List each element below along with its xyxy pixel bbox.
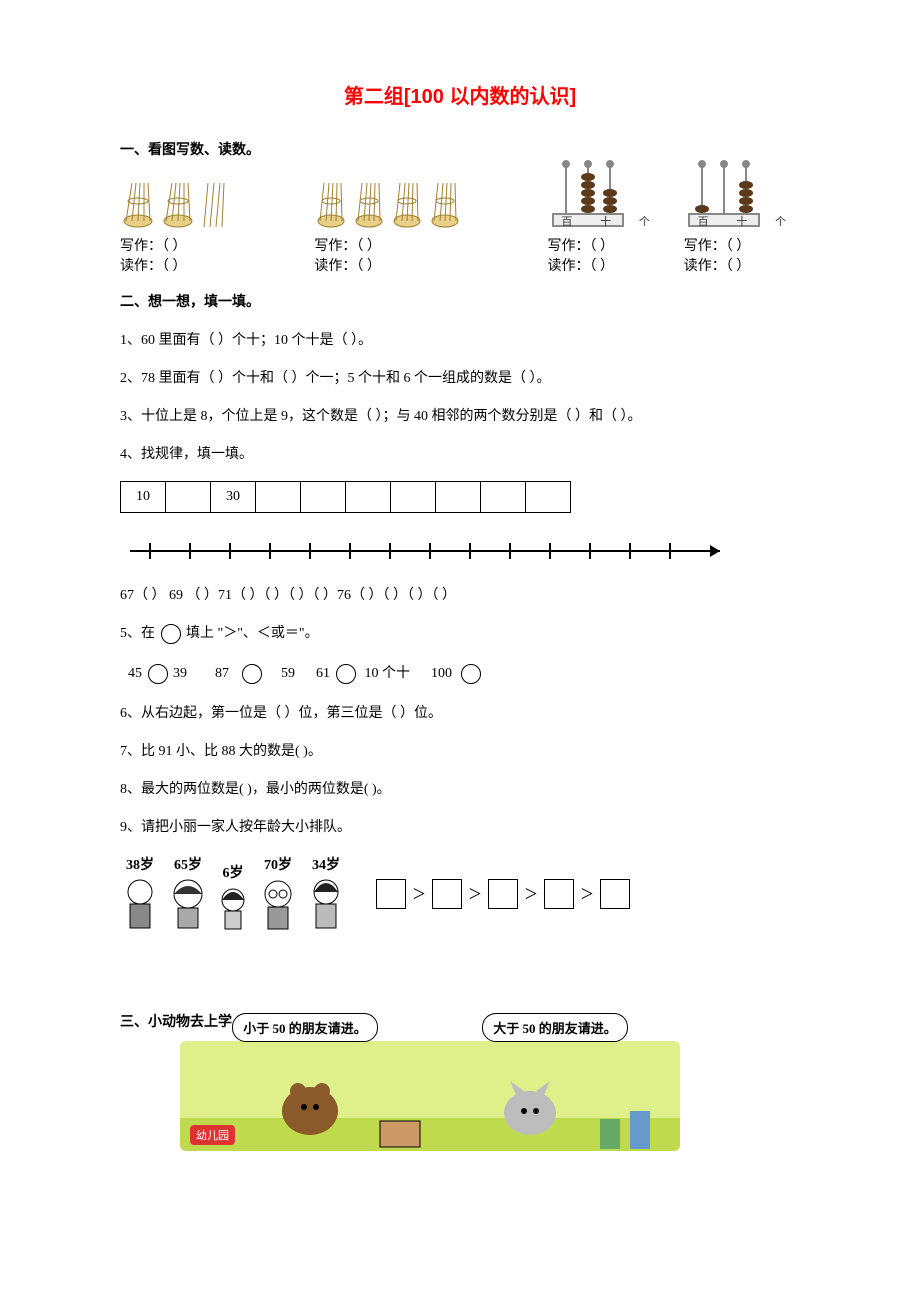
gt-3: ＞	[524, 884, 538, 904]
number-line	[120, 533, 800, 574]
pat-cell-7	[436, 482, 481, 513]
age-3: 6岁	[216, 862, 250, 882]
q2-item-5: 5、在 填上 "＞"、＜或＝"。	[120, 622, 800, 644]
q1-abacus-2: 百 十 个	[684, 169, 800, 229]
q1-read-2: 读作：（ ）	[314, 255, 527, 275]
pat-cell-4	[301, 482, 346, 513]
scene: 小于 50 的朋友请进。 大于 50 的朋友请进。 幼儿园	[180, 1041, 680, 1151]
q2-item-7: 7、比 91 小、比 88 大的数是( )。	[120, 740, 800, 760]
abacus-label-shi: 十	[600, 213, 611, 229]
q1-write-1: 写作：（ ）	[120, 235, 294, 255]
pat-cell-1	[166, 482, 211, 513]
q1-abacus-1: 百 十 个	[548, 169, 664, 229]
gt-1: ＞	[412, 884, 426, 904]
pat-cell-3	[256, 482, 301, 513]
gt-4: ＞	[580, 884, 594, 904]
pat-cell-8	[481, 482, 526, 513]
q5-post: 填上 "＞"、＜或＝"。	[186, 626, 319, 641]
pat-cell-2: 30	[211, 482, 256, 513]
cmp-d1: 100	[431, 666, 452, 681]
q2-item-8: 8、最大的两位数是( )，最小的两位数是( )。	[120, 778, 800, 798]
cmp-c1: 61	[316, 666, 330, 681]
abacus-label-bai: 百	[561, 213, 572, 229]
q2-compare-row: 45 39 87 59 61 10 个十 100	[120, 662, 800, 684]
q2-item-4: 4、找规律，填一填。	[120, 443, 800, 463]
rank-box-3	[488, 879, 518, 909]
q1-read-4: 读作：（ ）	[684, 255, 800, 275]
pat-cell-6	[391, 482, 436, 513]
sign: 幼儿园	[190, 1125, 235, 1145]
q1-read-1: 读作：（ ）	[120, 255, 294, 275]
q2-item-6: 6、从右边起，第一位是（ ）位，第三位是（ ）位。	[120, 702, 800, 722]
cmp-circle-1	[148, 664, 168, 684]
abacus-label-ge-2: 个	[775, 213, 786, 229]
q1-write-3: 写作：（ ）	[548, 235, 664, 255]
circle-icon	[161, 624, 181, 644]
q2-item-3: 3、十位上是 8，个位上是 9，这个数是（ ）；与 40 相邻的两个数分别是（ …	[120, 405, 800, 425]
page-title: 第二组[100 以内数的认识]	[120, 80, 800, 109]
age-4: 70岁	[258, 854, 298, 874]
q2-item-9: 9、请把小丽一家人按年龄大小排队。	[120, 816, 800, 836]
rank-box-5	[600, 879, 630, 909]
cmp-circle-2	[242, 664, 262, 684]
gt-2: ＞	[468, 884, 482, 904]
rank-box-2	[432, 879, 462, 909]
age-1: 38岁	[120, 854, 160, 874]
abacus-label-bai-2: 百	[698, 213, 709, 229]
q2-item-2: 2、78 里面有（ ）个十和（ ）个一；5 个十和 6 个一组成的数是（ ）。	[120, 367, 800, 387]
abacus-label-ge: 个	[639, 213, 650, 229]
speech-right: 大于 50 的朋友请进。	[482, 1013, 628, 1042]
q1-read-3: 读作：（ ）	[548, 255, 664, 275]
q5-pre: 5、在	[120, 626, 155, 641]
age-5: 34岁	[306, 854, 346, 874]
rank-boxes: ＞ ＞ ＞ ＞	[376, 879, 630, 909]
age-2: 65岁	[168, 854, 208, 874]
cmp-b1: 87	[215, 666, 229, 681]
q1-bundles-2	[314, 169, 527, 229]
pat-cell-0: 10	[121, 482, 166, 513]
q1-figures-row: 写作：（ ） 读作：（ ） 写作：（ ） 读作：（ ）	[120, 169, 800, 275]
speech-left: 小于 50 的朋友请进。	[232, 1013, 378, 1042]
rank-box-1	[376, 879, 406, 909]
section-1-heading: 一、看图写数、读数。	[120, 139, 800, 159]
rank-box-4	[544, 879, 574, 909]
section-2-heading: 二、想一想，填一填。	[120, 291, 800, 311]
pat-cell-9	[526, 482, 571, 513]
cmp-c2: 10 个十	[365, 666, 411, 681]
family-row: 38岁 65岁 6岁 70岁 34岁 ＞ ＞ ＞ ＞	[120, 854, 800, 935]
q1-write-4: 写作：（ ）	[684, 235, 800, 255]
q1-bundles-1	[120, 169, 294, 229]
cmp-circle-4	[461, 664, 481, 684]
pat-cell-5	[346, 482, 391, 513]
q1-write-2: 写作：（ ）	[314, 235, 527, 255]
pattern-table: 10 30	[120, 481, 571, 513]
cmp-b2: 59	[281, 666, 295, 681]
abacus-label-shi-2: 十	[736, 213, 747, 229]
q2-item-1: 1、60 里面有（ ）个十；10 个十是（ ）。	[120, 329, 800, 349]
number-line-labels: 67（ ） 69 （ ）71（ ）（ ）（ ）（ ）76（ ）（ ）（ ）（ ）	[120, 584, 800, 604]
cmp-a1: 45	[128, 666, 142, 681]
cmp-circle-3	[336, 664, 356, 684]
cmp-a2: 39	[173, 666, 187, 681]
